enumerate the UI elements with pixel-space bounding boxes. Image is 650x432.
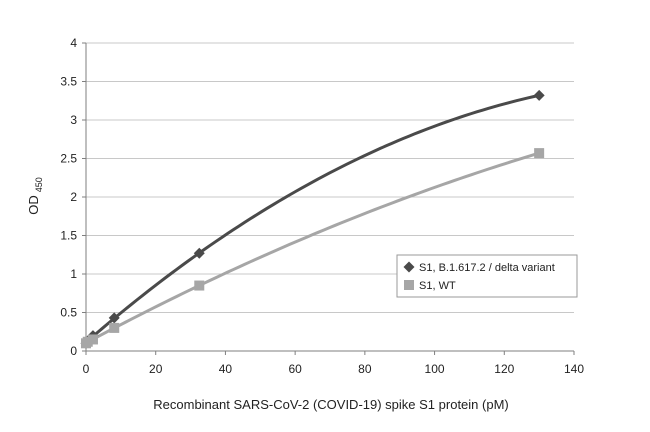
x-tick-label-0: 0 [83,362,90,376]
y-tick-label-1: 0.5 [60,306,77,320]
y-axis-label: OD 450 [26,177,44,215]
legend-marker-0 [403,261,415,273]
x-tick-label-1: 20 [149,362,163,376]
legend-marker-1 [404,280,414,290]
grid-layer [86,42,574,352]
data-point-series-1-4 [194,280,205,291]
y-tick-label-0: 0 [70,344,77,358]
trendline-series-0 [84,93,541,344]
trendline-layer [84,93,541,345]
x-axis-label: Recombinant SARS-CoV-2 (COVID-19) spike … [153,397,508,412]
data-point-series-1-3 [109,322,120,333]
x-tick-label-6: 120 [494,362,514,376]
legend: S1, B.1.617.2 / delta variant S1, WT [396,254,578,298]
y-tick-label-7: 3.5 [60,75,77,89]
data-point-series-0-5 [533,89,545,101]
x-tick-label-3: 60 [288,362,302,376]
y-tick-label-8: 4 [70,36,77,50]
y-tick-label-5: 2.5 [60,152,77,166]
y-tick-label-6: 3 [70,113,77,127]
y-axis-label-main: OD [26,195,41,215]
axis-layer: 00.511.522.533.540 20 40 60 80 100 120 140 [60,36,584,376]
data-point-series-1-2 [87,334,98,345]
data-point-series-0-4 [193,247,205,259]
y-axis-label-subscript: 450 [34,177,44,192]
legend-label-0: S1, B.1.617.2 / delta variant [419,262,555,274]
y-tick-label-4: 2 [70,190,77,204]
legend-box [396,254,578,298]
x-tick-label-5: 100 [425,362,445,376]
data-point-series-1-5 [534,148,545,159]
y-tick-label-3: 1.5 [60,229,77,243]
y-tick-label-2: 1 [70,267,77,281]
x-tick-label-4: 80 [358,362,372,376]
x-tick-label-7: 140 [564,362,584,376]
marker-layer [80,89,545,349]
legend-label-1: S1, WT [419,280,456,292]
x-tick-label-2: 40 [219,362,233,376]
trendline-series-1 [84,151,541,345]
data-point-series-1-1 [82,336,93,347]
data-point-series-0-3 [108,312,120,324]
